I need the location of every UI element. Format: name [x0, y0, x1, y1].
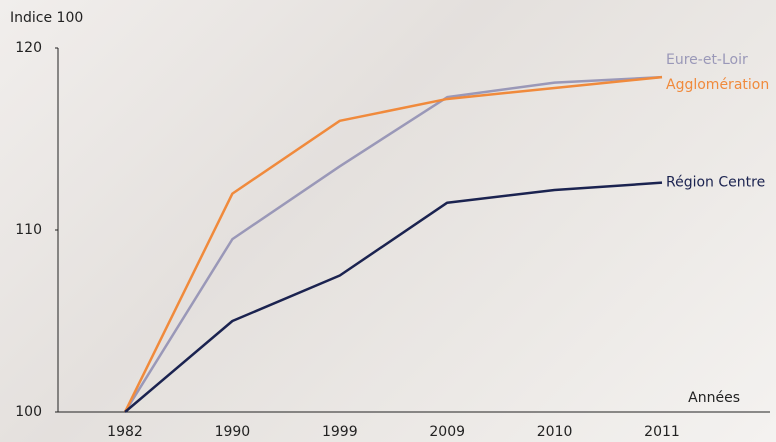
series-line	[125, 77, 662, 412]
y-axis-label: Indice 100	[10, 10, 83, 26]
series-label: Eure-et-Loir	[666, 52, 748, 68]
x-tick-label: 1982	[107, 424, 143, 440]
x-axis-label: Années	[688, 390, 740, 406]
series-label: Agglomération	[666, 77, 769, 93]
y-tick-label: 110	[15, 222, 42, 238]
y-tick-label: 120	[15, 40, 42, 56]
series-line	[125, 77, 662, 412]
x-tick-label: 1990	[215, 424, 251, 440]
x-tick-label: 2010	[537, 424, 573, 440]
x-tick-label: 2009	[429, 424, 465, 440]
series-line	[125, 183, 662, 412]
series-label: Région Centre	[666, 175, 765, 191]
x-tick-label: 1999	[322, 424, 358, 440]
x-tick-label: 2011	[644, 424, 680, 440]
chart: Indice 100 Années 100 110 120 1982 1990 1999 2…	[0, 0, 776, 442]
y-tick-label: 100	[15, 404, 42, 420]
